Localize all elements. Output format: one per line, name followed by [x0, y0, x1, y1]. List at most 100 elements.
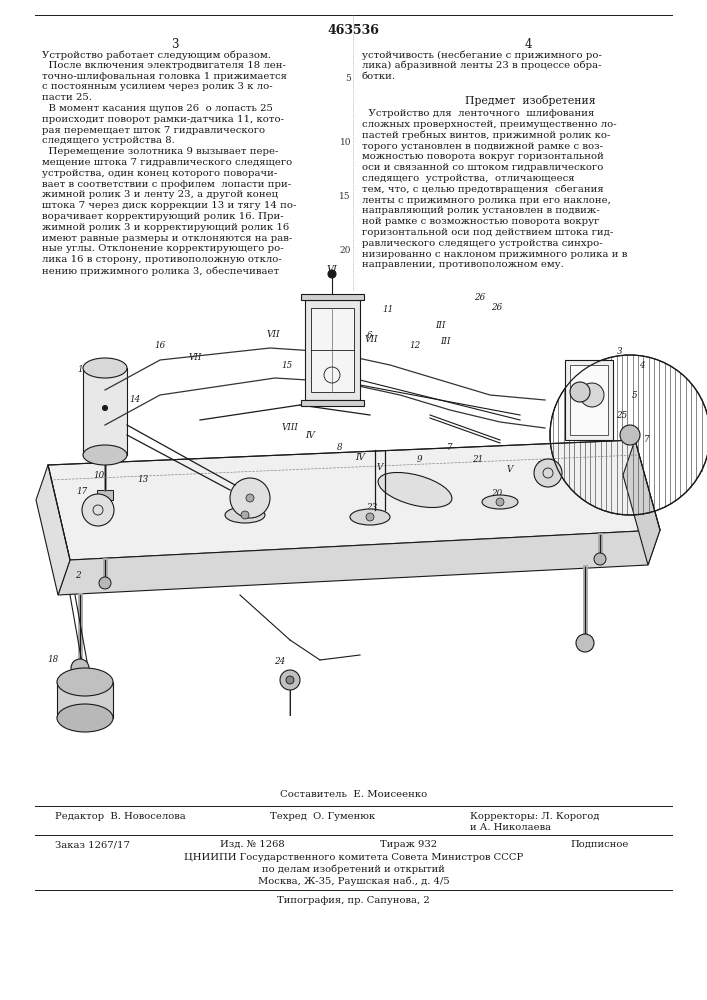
Circle shape	[576, 634, 594, 652]
Text: 16: 16	[154, 340, 165, 350]
Text: 5: 5	[632, 390, 638, 399]
Text: IV: IV	[305, 430, 315, 440]
Circle shape	[496, 498, 504, 506]
Circle shape	[99, 577, 111, 589]
Text: ботки.: ботки.	[362, 72, 396, 81]
Ellipse shape	[83, 358, 127, 378]
Text: жимной ролик 3 и корректирующий ролик 16: жимной ролик 3 и корректирующий ролик 16	[42, 223, 289, 232]
Text: 4: 4	[639, 360, 645, 369]
Text: 6: 6	[367, 330, 373, 340]
Text: 26: 26	[491, 304, 503, 312]
Text: Типография, пр. Сапунова, 2: Типография, пр. Сапунова, 2	[277, 896, 430, 905]
Text: происходит поворот рамки-датчика 11, кото-: происходит поворот рамки-датчика 11, кот…	[42, 115, 284, 124]
Text: лика) абразивной ленты 23 в процессе обра-: лика) абразивной ленты 23 в процессе обр…	[362, 61, 602, 70]
Ellipse shape	[378, 472, 452, 508]
Text: низированно с наклоном прижимного ролика и в: низированно с наклоном прижимного ролика…	[362, 250, 627, 259]
Polygon shape	[83, 368, 127, 455]
Text: Москва, Ж-35, Раушская наб., д. 4/5: Москва, Ж-35, Раушская наб., д. 4/5	[257, 877, 450, 886]
Circle shape	[534, 459, 562, 487]
Circle shape	[82, 494, 114, 526]
Text: 26: 26	[474, 294, 486, 302]
Circle shape	[286, 676, 294, 684]
Text: VII: VII	[188, 354, 201, 362]
Text: 463536: 463536	[327, 24, 380, 37]
Circle shape	[570, 382, 590, 402]
Text: VII: VII	[267, 330, 280, 339]
Text: Техред  О. Гуменюк: Техред О. Гуменюк	[270, 812, 375, 821]
Text: 9: 9	[417, 456, 423, 464]
Polygon shape	[305, 300, 360, 400]
Text: 10: 10	[93, 471, 105, 480]
Ellipse shape	[57, 704, 113, 732]
Text: пасти 25.: пасти 25.	[42, 93, 92, 102]
Text: Устройство работает следующим образом.: Устройство работает следующим образом.	[42, 50, 271, 60]
Polygon shape	[48, 440, 660, 560]
Text: 10: 10	[339, 138, 351, 147]
Text: 18: 18	[47, 656, 59, 664]
Circle shape	[594, 553, 606, 565]
Text: Составитель  Е. Моисеенко: Составитель Е. Моисеенко	[280, 790, 427, 799]
Text: 5: 5	[345, 74, 351, 83]
Text: После включения электродвигателя 18 лен-: После включения электродвигателя 18 лен-	[42, 61, 286, 70]
Text: можностью поворота вокруг горизонтальной: можностью поворота вокруг горизонтальной	[362, 152, 604, 161]
Polygon shape	[623, 440, 660, 565]
Circle shape	[328, 270, 336, 278]
Text: ЦНИИПИ Государственного комитета Совета Министров СССР: ЦНИИПИ Государственного комитета Совета …	[184, 853, 523, 862]
Text: 11: 11	[382, 306, 394, 314]
Polygon shape	[36, 465, 70, 595]
Text: ные углы. Отклонение корректирующего ро-: ные углы. Отклонение корректирующего ро-	[42, 244, 284, 253]
Text: устойчивость (несбегание с прижимного ро-: устойчивость (несбегание с прижимного ро…	[362, 50, 602, 60]
Text: имеют равные размеры и отклоняются на рав-: имеют равные размеры и отклоняются на ра…	[42, 234, 292, 243]
Text: и А. Николаева: и А. Николаева	[470, 823, 551, 832]
Circle shape	[241, 511, 249, 519]
Text: 4: 4	[525, 38, 532, 51]
Text: горизонтальной оси под действием штока гид-: горизонтальной оси под действием штока г…	[362, 228, 613, 237]
Text: ворачивает корректирующий ролик 16. При-: ворачивает корректирующий ролик 16. При-	[42, 212, 284, 221]
Text: 7: 7	[448, 444, 452, 452]
Circle shape	[580, 383, 604, 407]
Text: равлического следящего устройства синхро-: равлического следящего устройства синхро…	[362, 239, 602, 248]
Text: ной рамке с возможностью поворота вокруг: ной рамке с возможностью поворота вокруг	[362, 217, 600, 226]
Circle shape	[620, 425, 640, 445]
Text: точно-шлифовальная головка 1 прижимается: точно-шлифовальная головка 1 прижимается	[42, 72, 287, 81]
Text: лика 16 в сторону, противоположную откло-: лика 16 в сторону, противоположную откло…	[42, 255, 282, 264]
Text: 20: 20	[491, 489, 503, 498]
Text: 20: 20	[339, 246, 351, 255]
Polygon shape	[311, 308, 354, 392]
Text: Устройство для  ленточного  шлифования: Устройство для ленточного шлифования	[362, 109, 595, 118]
Text: 17: 17	[76, 488, 88, 496]
Polygon shape	[301, 294, 364, 300]
Text: нению прижимного ролика 3, обеспечивает: нению прижимного ролика 3, обеспечивает	[42, 266, 279, 275]
Text: 5: 5	[537, 460, 543, 470]
Text: 15: 15	[339, 192, 351, 201]
Text: VIII: VIII	[281, 424, 298, 432]
Text: направлении, противоположном ему.: направлении, противоположном ему.	[362, 260, 564, 269]
Text: мещение штока 7 гидравлического следящего: мещение штока 7 гидравлического следящег…	[42, 158, 292, 167]
Text: 23: 23	[366, 504, 378, 512]
Text: 21: 21	[472, 456, 484, 464]
Text: Заказ 1267/17: Заказ 1267/17	[55, 840, 130, 849]
Text: 14: 14	[129, 395, 141, 404]
Text: 3: 3	[617, 348, 623, 357]
Text: VI: VI	[327, 265, 337, 274]
Text: штока 7 через диск коррекции 13 и тягу 14 по-: штока 7 через диск коррекции 13 и тягу 1…	[42, 201, 296, 210]
Text: IV: IV	[355, 454, 365, 462]
Text: 2: 2	[75, 570, 81, 580]
Text: V: V	[377, 464, 383, 473]
Polygon shape	[58, 530, 660, 595]
Text: 3: 3	[171, 38, 179, 51]
Text: с постоянным усилием через ролик 3 к ло-: с постоянным усилием через ролик 3 к ло-	[42, 82, 273, 91]
Text: рая перемещает шток 7 гидравлического: рая перемещает шток 7 гидравлического	[42, 126, 265, 135]
Text: Изд. № 1268: Изд. № 1268	[220, 840, 285, 849]
Polygon shape	[77, 718, 93, 730]
Text: 19: 19	[77, 365, 88, 374]
Polygon shape	[97, 490, 113, 500]
Text: Корректоры: Л. Корогод: Корректоры: Л. Корогод	[470, 812, 600, 821]
Text: жимной ролик 3 и ленту 23, а другой конец: жимной ролик 3 и ленту 23, а другой коне…	[42, 190, 278, 199]
Text: 7: 7	[644, 436, 650, 444]
Text: следящего  устройства,  отличающееся: следящего устройства, отличающееся	[362, 174, 575, 183]
Text: пастей гребных винтов, прижимной ролик ко-: пастей гребных винтов, прижимной ролик к…	[362, 131, 610, 140]
Text: 25: 25	[617, 410, 628, 420]
Text: III: III	[435, 320, 445, 330]
Circle shape	[103, 406, 107, 410]
